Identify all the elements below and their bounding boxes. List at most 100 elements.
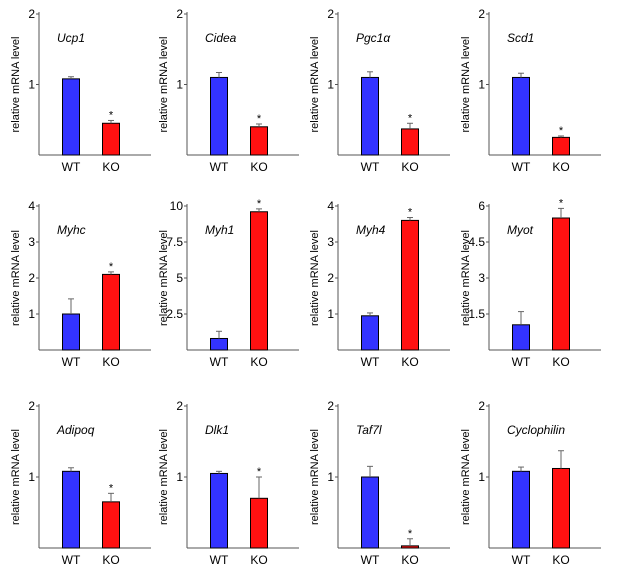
bar-wt [512,76,530,156]
category-label: KO [102,355,119,369]
category-label: KO [552,553,569,567]
bar-wt [361,76,379,156]
category-label: WT [512,160,531,174]
y-tick-label: 4.5 [468,235,485,249]
category-label: KO [250,355,267,369]
bar-wt [210,472,228,549]
y-tick-label: 2 [28,7,35,21]
bar-ko [401,545,419,549]
chart-title: Myh1 [205,223,234,237]
category-label: WT [361,553,380,567]
chart-title: Taf7l [356,423,382,437]
significance-marker: * [559,125,564,137]
bar-wt [210,337,228,351]
bar-ko [401,219,419,351]
category-label: KO [552,355,569,369]
chart-title: Cidea [205,31,237,45]
chart-panel-cyclophilin: 1 2 relative mRNA level Cyclophilin WT KO [460,399,601,567]
category-label: KO [401,553,418,567]
bar-ko [552,467,570,549]
y-tick-label: 1 [327,307,334,321]
y-axis-label: relative mRNA level [460,37,472,133]
bar-ko [102,273,120,351]
significance-marker: * [559,197,564,209]
y-tick-label: 2 [327,271,334,285]
bar-wt [210,76,228,156]
chart-panel-pgc1-: 1 2 relative mRNA level Pgc1α WT * KO [309,7,450,174]
chart-title: Pgc1α [356,31,391,45]
chart-panel-ucp1: 1 2 relative mRNA level Ucp1 WT * KO [10,7,151,174]
y-tick-label: 7.5 [166,235,183,249]
category-label: WT [361,160,380,174]
y-tick-label: 2 [327,399,334,413]
bar-wt [62,78,80,156]
y-axis-label: relative mRNA level [158,429,170,525]
y-tick-label: 2 [176,399,183,413]
significance-marker: * [257,113,262,125]
chart-title: Adipoq [56,423,95,437]
chart-panel-taf7l: 1 2 relative mRNA level Taf7l WT * KO [309,399,450,567]
chart-title: Myh4 [356,223,386,237]
chart-title: Myhc [57,223,86,237]
bar-ko [401,128,419,156]
bar-wt [361,315,379,351]
bar-ko [250,211,268,351]
significance-marker: * [109,109,114,121]
chart-panel-cidea: 1 2 relative mRNA level Cidea WT * KO [158,7,299,174]
bar-ko [250,126,268,156]
y-tick-label: 1 [28,307,35,321]
y-tick-label: 5 [176,271,183,285]
category-label: KO [552,160,569,174]
chart-panel-myot: 1.5 3 4.5 6 relative mRNA level Myot WT * KO [460,197,601,369]
chart-title: Myot [507,223,534,237]
y-tick-label: 1 [327,470,334,484]
y-tick-label: 1 [478,470,485,484]
y-tick-label: 10 [170,199,184,213]
y-axis-label: relative mRNA level [10,37,22,133]
significance-marker: * [408,528,413,540]
chart-panel-myh1: 2.5 5 7.5 10 relative mRNA level Myh1 WT * KO [158,198,299,369]
chart-panel-myhc: 1 2 3 4 relative mRNA level Myhc WT * KO [10,199,151,369]
chart-title: Dlk1 [205,423,229,437]
y-tick-label: 4 [28,199,35,213]
category-label: WT [361,355,380,369]
y-tick-label: 1.5 [468,307,485,321]
category-label: WT [512,553,531,567]
bar-wt [62,313,80,351]
bar-ko [102,501,120,549]
chart-title: Scd1 [507,31,534,45]
y-tick-label: 3 [28,235,35,249]
y-tick-label: 2 [478,7,485,21]
y-axis-label: relative mRNA level [309,37,321,133]
bar-wt [512,470,530,549]
chart-panel-scd1: 1 2 relative mRNA level Scd1 WT * KO [460,7,601,174]
y-tick-label: 1 [176,78,183,92]
category-label: KO [250,160,267,174]
y-axis-label: relative mRNA level [10,429,22,525]
y-tick-label: 2 [28,271,35,285]
bar-ko [552,136,570,156]
y-axis-label: relative mRNA level [309,230,321,326]
y-axis-label: relative mRNA level [460,429,472,525]
chart-title: Cyclophilin [507,423,565,437]
significance-marker: * [109,482,114,494]
bar-wt [512,324,530,351]
y-tick-label: 3 [478,271,485,285]
bar-ko [552,217,570,351]
significance-marker: * [257,466,262,478]
category-label: WT [210,553,229,567]
y-tick-label: 1 [28,78,35,92]
chart-panel-dlk1: 1 2 relative mRNA level Dlk1 WT * KO [158,399,299,567]
y-axis-label: relative mRNA level [158,37,170,133]
y-tick-label: 2 [28,399,35,413]
y-tick-label: 2.5 [166,307,183,321]
bar-wt [62,470,80,549]
category-label: WT [62,355,81,369]
y-axis-label: relative mRNA level [10,230,22,326]
category-label: WT [62,160,81,174]
bar-wt [361,476,379,549]
y-tick-label: 3 [327,235,334,249]
y-axis-label: relative mRNA level [158,230,170,326]
chart-panel-myh4: 1 2 3 4 relative mRNA level Myh4 WT * KO [309,199,450,369]
